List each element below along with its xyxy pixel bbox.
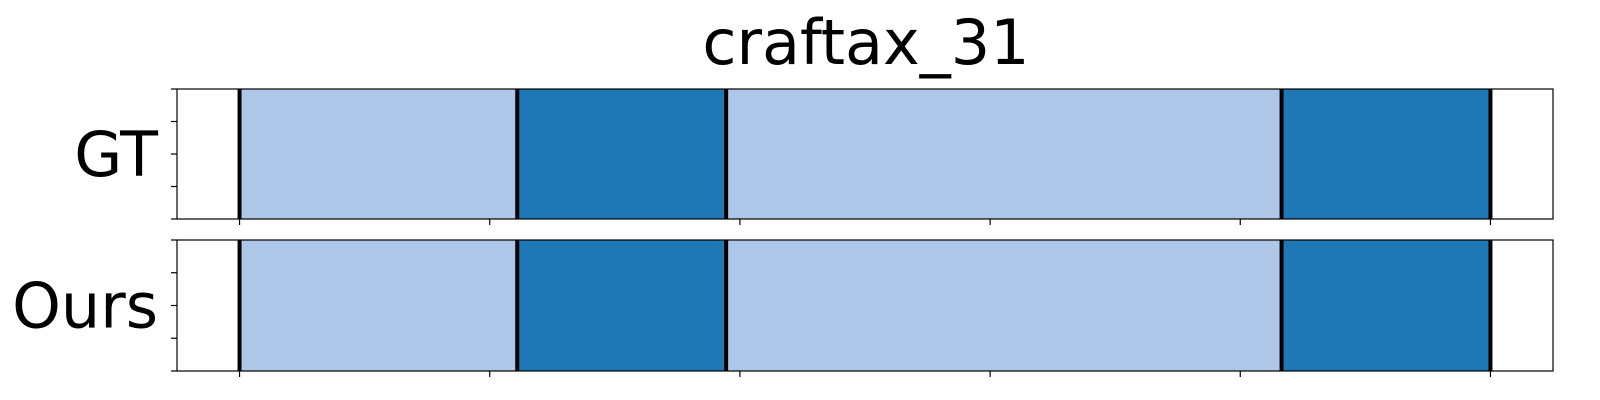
segment-ours-1 <box>517 240 727 371</box>
segment-ours-2 <box>726 240 1282 371</box>
segment-gt-2 <box>726 89 1282 219</box>
panel-gt: GT <box>74 88 1554 225</box>
panels: GT Ours <box>12 88 1554 377</box>
segment-gt-1 <box>517 89 727 219</box>
chart-title: craftax_31 <box>702 6 1029 79</box>
row-label-ours: Ours <box>12 270 158 343</box>
segment-gt-3 <box>1281 89 1491 219</box>
segment-ours-0 <box>239 240 518 371</box>
segment-gt-0 <box>239 89 518 219</box>
segment-ours-3 <box>1281 240 1491 371</box>
row-label-gt: GT <box>74 118 159 191</box>
panel-ours: Ours <box>12 239 1554 377</box>
